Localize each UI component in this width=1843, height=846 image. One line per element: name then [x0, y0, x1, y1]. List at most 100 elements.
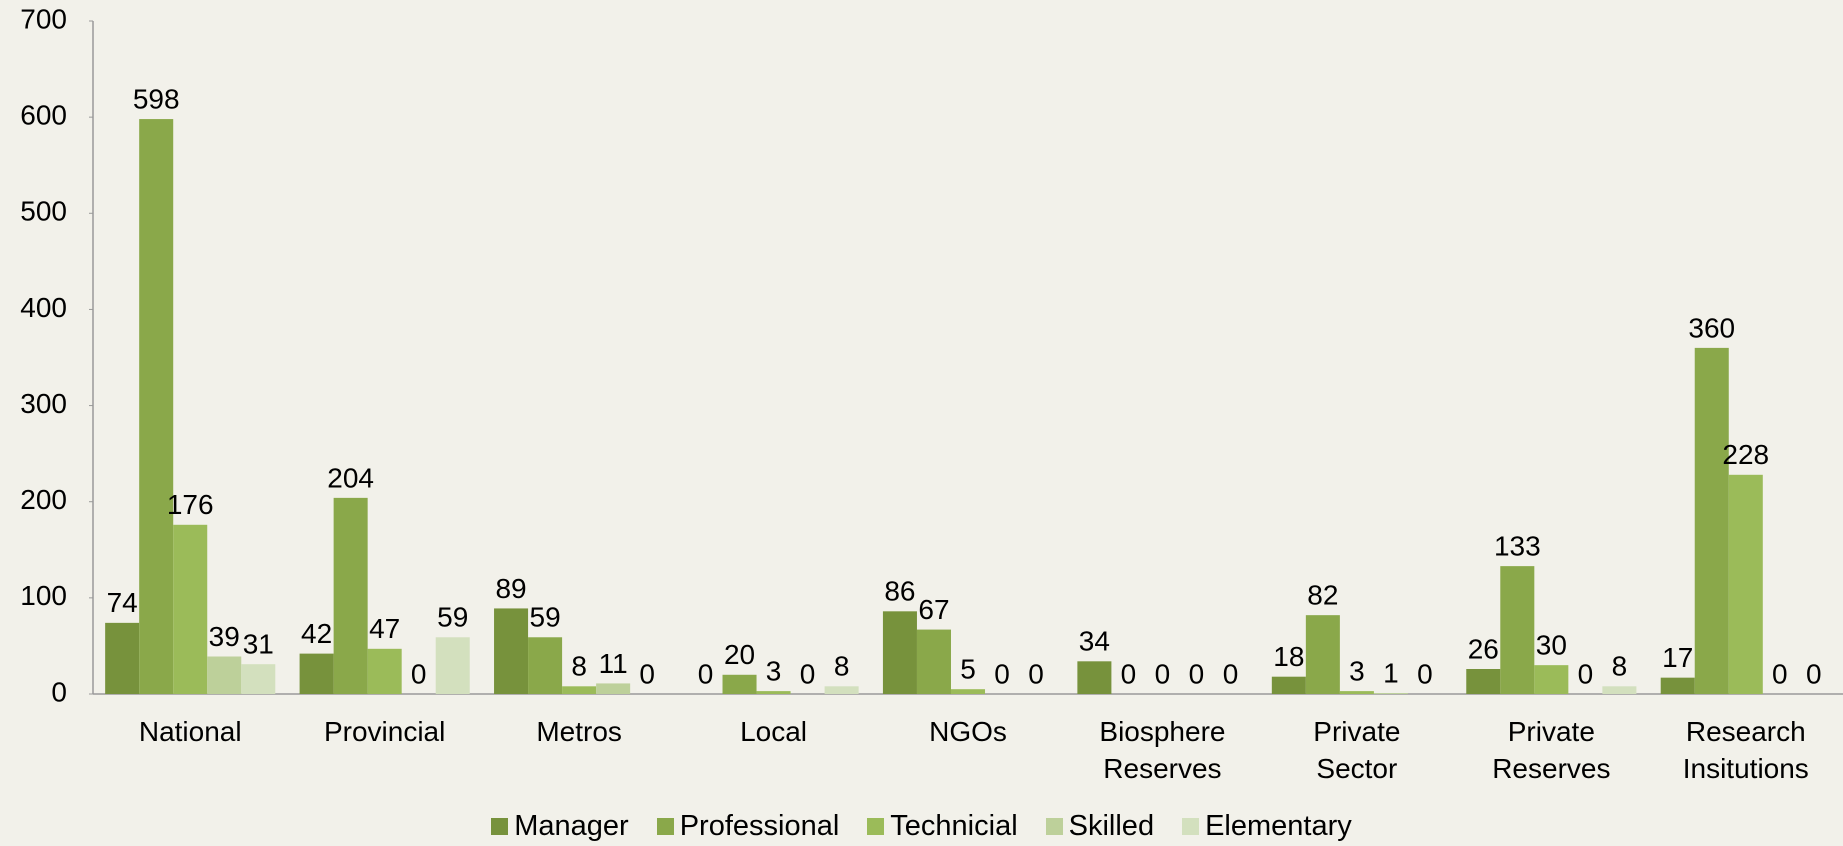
data-label: 0: [1189, 658, 1205, 689]
data-label: 133: [1494, 531, 1541, 562]
data-label: 34: [1079, 626, 1110, 657]
data-label: 17: [1662, 642, 1693, 673]
y-tick-label: 200: [20, 484, 67, 515]
x-tick-label: Provincial: [323, 716, 446, 747]
y-tick-label: 300: [20, 388, 67, 419]
data-label: 0: [800, 658, 816, 689]
legend-item: Technicial: [867, 810, 1018, 843]
legend-swatch: [491, 818, 509, 835]
bar: [1602, 686, 1637, 694]
legend-item: Skilled: [1045, 810, 1155, 843]
bar: [916, 629, 951, 694]
data-label: 74: [107, 587, 138, 618]
bar: [528, 637, 563, 694]
x-tick-label: Local: [740, 716, 808, 747]
data-label: 11: [599, 648, 628, 679]
data-label: 0: [994, 658, 1010, 689]
data-label: 18: [1273, 641, 1304, 672]
bar: [139, 119, 174, 694]
bar: [494, 608, 529, 694]
legend-item: Manager: [491, 810, 629, 843]
data-label: 39: [209, 621, 240, 652]
bar: [435, 637, 470, 694]
y-tick-label: 0: [51, 676, 67, 707]
data-label: 47: [369, 613, 400, 644]
data-label: 1: [1383, 657, 1399, 688]
data-label: 0: [1155, 658, 1171, 689]
data-label: 67: [918, 594, 949, 625]
legend-swatch: [1182, 818, 1200, 835]
data-label: 89: [495, 573, 526, 604]
bar: [824, 686, 859, 694]
data-label: 360: [1688, 312, 1735, 343]
data-label: 0: [1121, 658, 1137, 689]
bar: [562, 686, 597, 694]
legend: Manager Professional Technicial Skilled Elem…: [0, 810, 1843, 843]
legend-swatch: [656, 818, 674, 835]
data-label: 26: [1468, 633, 1499, 664]
data-label: 176: [167, 489, 214, 520]
y-tick-label: 400: [20, 292, 67, 323]
y-tick-label: 700: [20, 3, 67, 34]
bar: [1728, 474, 1763, 694]
data-label: 0: [698, 658, 714, 689]
x-tick-label: National: [138, 716, 242, 747]
bar: [105, 622, 140, 694]
x-tick-label: Private Sector: [1313, 716, 1401, 784]
bar: [367, 648, 402, 694]
legend-item: Elementary: [1182, 810, 1352, 843]
bar: [1466, 669, 1501, 694]
legend-label: Manager: [514, 810, 629, 842]
x-tick-label: NGOs: [929, 716, 1007, 747]
y-tick-label: 600: [20, 100, 67, 131]
data-label: 8: [834, 651, 850, 682]
data-label: 3: [766, 656, 782, 687]
data-label: 8: [1612, 651, 1628, 682]
data-label: 59: [437, 602, 468, 633]
legend-label: Professional: [679, 810, 840, 842]
data-label: 0: [1223, 658, 1239, 689]
bar: [333, 497, 368, 694]
bar: [882, 611, 917, 694]
legend-label: Skilled: [1068, 810, 1155, 842]
data-label: 204: [327, 462, 374, 493]
legend-label: Elementary: [1205, 810, 1352, 842]
bar: [756, 691, 791, 694]
data-label: 0: [1028, 658, 1044, 689]
data-label: 0: [639, 658, 655, 689]
x-tick-label: Private Reserves: [1492, 716, 1611, 784]
x-tick-label: Metros: [536, 716, 622, 747]
legend-swatch: [1045, 818, 1063, 835]
bar: [722, 674, 757, 694]
bar: [1500, 566, 1535, 694]
data-label: 20: [724, 639, 755, 670]
bar: [299, 653, 334, 694]
data-label: 228: [1722, 439, 1769, 470]
bar: [1534, 665, 1569, 694]
bar: [241, 664, 276, 694]
data-label: 598: [133, 83, 180, 114]
legend-label: Technicial: [890, 810, 1018, 842]
data-label: 30: [1536, 630, 1567, 661]
bar: [1694, 347, 1729, 694]
legend-swatch: [867, 818, 885, 835]
bar: [1373, 693, 1408, 694]
x-tick-label: Biosphere Reserves: [1099, 716, 1226, 784]
data-label: 0: [411, 658, 427, 689]
y-tick-label: 100: [20, 580, 67, 611]
data-label: 42: [301, 618, 332, 649]
data-label: 0: [1578, 658, 1594, 689]
data-label: 82: [1307, 580, 1338, 611]
data-label: 0: [1806, 658, 1822, 689]
data-label: 3: [1349, 656, 1365, 687]
x-tick-label: Research Insitutions: [1682, 716, 1809, 784]
bar: [1271, 676, 1306, 694]
bar: [950, 689, 986, 694]
data-label: 31: [243, 629, 274, 660]
legend-item: Professional: [656, 810, 840, 843]
y-tick-label: 500: [20, 196, 67, 227]
bar: [1339, 691, 1374, 694]
data-label: 59: [530, 602, 561, 633]
